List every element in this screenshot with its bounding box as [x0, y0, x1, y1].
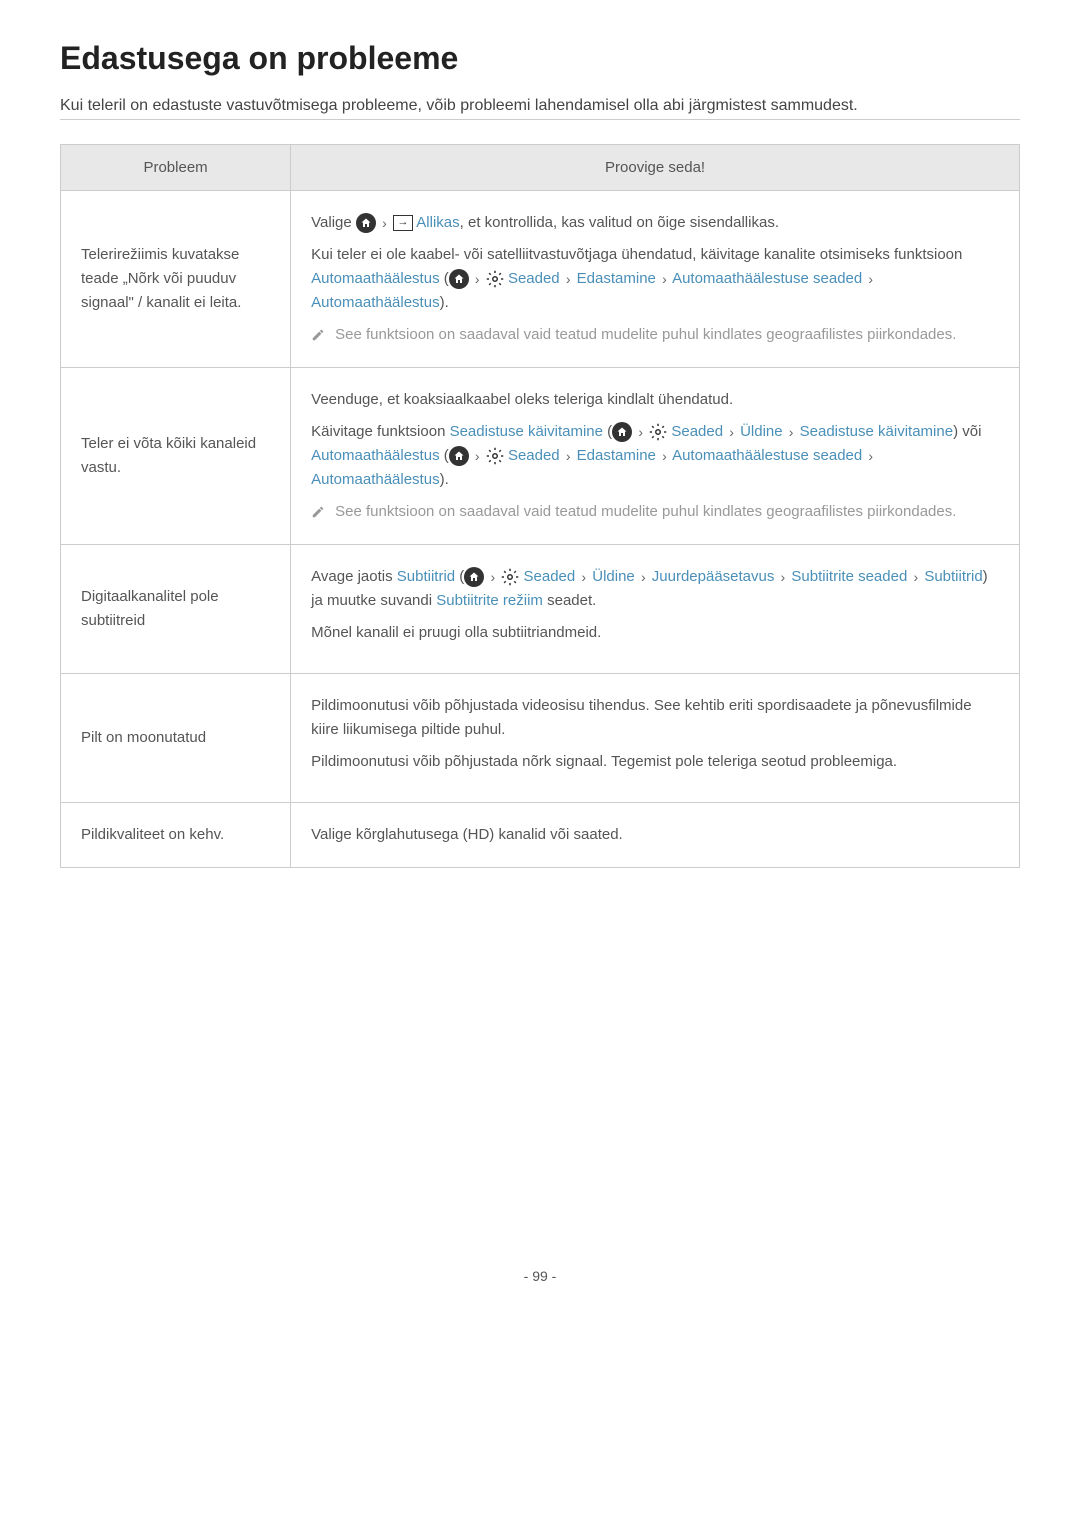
- link-automaat-seaded[interactable]: Automaathäälestuse seaded: [672, 447, 862, 464]
- troubleshooting-table: Probleem Proovige seda! Telerirežiimis k…: [60, 144, 1020, 868]
- chevron-icon: ›: [913, 566, 918, 588]
- column-header-problem: Probleem: [61, 145, 291, 191]
- table-row: Telerirežiimis kuvatakse teade „Nõrk või…: [61, 191, 1020, 368]
- chevron-icon: ›: [729, 421, 734, 443]
- chevron-icon: ›: [475, 268, 480, 290]
- chevron-icon: ›: [566, 445, 571, 467]
- table-row: Pilt on moonutatud Pildimoonutusi võib p…: [61, 674, 1020, 803]
- link-automaathaalestus[interactable]: Automaathäälestus: [311, 294, 439, 311]
- table-row: Teler ei võta kõiki kanaleid vastu. Veen…: [61, 368, 1020, 545]
- chevron-icon: ›: [638, 421, 643, 443]
- page-title: Edastusega on probleeme: [60, 40, 1020, 77]
- chevron-icon: ›: [566, 268, 571, 290]
- link-automaathaalestus[interactable]: Automaathäälestus: [311, 447, 439, 464]
- link-seadistuse-2[interactable]: Seadistuse käivitamine: [800, 423, 953, 440]
- chevron-icon: ›: [662, 445, 667, 467]
- table-row: Digitaalkanalitel pole subtiitreid Avage…: [61, 545, 1020, 674]
- chevron-icon: ›: [868, 268, 873, 290]
- chevron-icon: ›: [581, 566, 586, 588]
- home-icon: [449, 269, 469, 289]
- gear-icon: [501, 568, 519, 586]
- solution-cell: Valige › Allikas, et kontrollida, kas va…: [291, 191, 1020, 368]
- link-subtiitrid[interactable]: Subtiitrid: [924, 568, 982, 585]
- table-row: Pildikvaliteet on kehv. Valige kõrglahut…: [61, 803, 1020, 868]
- chevron-icon: ›: [475, 445, 480, 467]
- link-automaathaalestus[interactable]: Automaathäälestus: [311, 471, 439, 488]
- problem-cell: Telerirežiimis kuvatakse teade „Nõrk või…: [61, 191, 291, 368]
- page-subtitle: Kui teleril on edastuste vastuvõtmisega …: [60, 97, 1020, 120]
- home-icon: [612, 422, 632, 442]
- chevron-icon: ›: [789, 421, 794, 443]
- note: See funktsioon on saadaval vaid teatud m…: [311, 323, 999, 347]
- link-subtiitrite-reziim[interactable]: Subtiitrite režiim: [436, 592, 543, 609]
- note: See funktsioon on saadaval vaid teatud m…: [311, 500, 999, 524]
- link-seaded[interactable]: Seaded: [508, 270, 560, 287]
- column-header-solution: Proovige seda!: [291, 145, 1020, 191]
- pencil-icon: [311, 503, 325, 517]
- chevron-icon: ›: [490, 566, 495, 588]
- link-seaded[interactable]: Seaded: [671, 423, 723, 440]
- chevron-icon: ›: [382, 212, 387, 234]
- solution-cell: Avage jaotis Subtiitrid ( › Seaded › Üld…: [291, 545, 1020, 674]
- link-automaat-seaded[interactable]: Automaathäälestuse seaded: [672, 270, 862, 287]
- gear-icon: [486, 270, 504, 288]
- link-edastamine[interactable]: Edastamine: [577, 270, 656, 287]
- gear-icon: [649, 423, 667, 441]
- link-seaded[interactable]: Seaded: [508, 447, 560, 464]
- problem-cell: Digitaalkanalitel pole subtiitreid: [61, 545, 291, 674]
- problem-cell: Pildikvaliteet on kehv.: [61, 803, 291, 868]
- solution-cell: Pildimoonutusi võib põhjustada videosisu…: [291, 674, 1020, 803]
- chevron-icon: ›: [868, 445, 873, 467]
- link-seaded[interactable]: Seaded: [524, 568, 576, 585]
- link-uldine[interactable]: Üldine: [740, 423, 783, 440]
- chevron-icon: ›: [641, 566, 646, 588]
- problem-cell: Pilt on moonutatud: [61, 674, 291, 803]
- link-subtiitrid[interactable]: Subtiitrid: [397, 568, 455, 585]
- home-icon: [356, 213, 376, 233]
- link-edastamine[interactable]: Edastamine: [577, 447, 656, 464]
- link-subtiitrite-seaded[interactable]: Subtiitrite seaded: [791, 568, 907, 585]
- chevron-icon: ›: [662, 268, 667, 290]
- link-automaathaalestus[interactable]: Automaathäälestus: [311, 270, 439, 287]
- page-number: - 99 -: [60, 1268, 1020, 1284]
- pencil-icon: [311, 326, 325, 340]
- link-seadistuse[interactable]: Seadistuse käivitamine: [450, 423, 603, 440]
- solution-cell: Veenduge, et koaksiaalkaabel oleks teler…: [291, 368, 1020, 545]
- link-uldine[interactable]: Üldine: [592, 568, 635, 585]
- link-allikas[interactable]: Allikas: [416, 214, 459, 231]
- solution-cell: Valige kõrglahutusega (HD) kanalid või s…: [291, 803, 1020, 868]
- chevron-icon: ›: [781, 566, 786, 588]
- home-icon: [449, 446, 469, 466]
- gear-icon: [486, 447, 504, 465]
- source-icon: [393, 215, 413, 231]
- problem-cell: Teler ei võta kõiki kanaleid vastu.: [61, 368, 291, 545]
- link-juurdepaasetavus[interactable]: Juurdepääsetavus: [652, 568, 775, 585]
- home-icon: [464, 567, 484, 587]
